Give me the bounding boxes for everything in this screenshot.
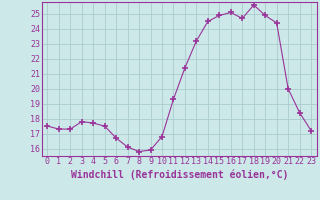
X-axis label: Windchill (Refroidissement éolien,°C): Windchill (Refroidissement éolien,°C): [70, 169, 288, 180]
